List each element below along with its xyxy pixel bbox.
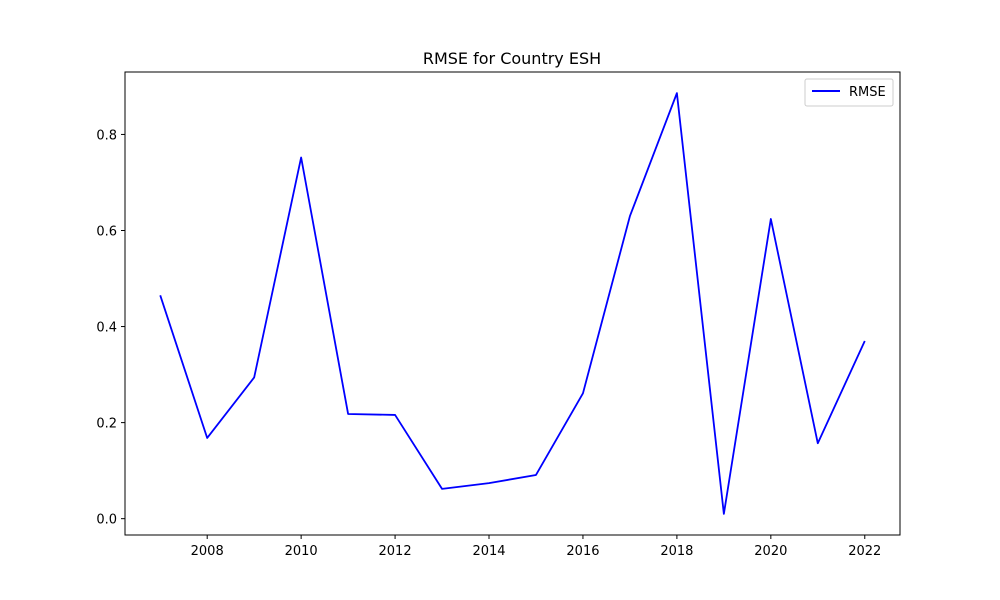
x-tick-label: 2008 bbox=[191, 544, 224, 559]
series-line-rmse bbox=[159, 92, 866, 515]
series-layer bbox=[159, 92, 866, 515]
chart-title: RMSE for Country ESH bbox=[423, 49, 601, 68]
x-tick-label: 2010 bbox=[285, 544, 318, 559]
y-axis: 0.0 0.2 0.4 0.6 0.8 bbox=[96, 128, 125, 528]
y-tick-label: 0.6 bbox=[96, 224, 117, 239]
legend: RMSE bbox=[804, 78, 894, 107]
x-tick-label: 2014 bbox=[472, 544, 505, 559]
y-tick-label: 0.2 bbox=[96, 417, 117, 432]
y-tick-label: 0.4 bbox=[96, 321, 117, 336]
x-tick-label: 2016 bbox=[566, 544, 599, 559]
y-tick-label: 0.0 bbox=[96, 513, 117, 528]
y-tick-label: 0.8 bbox=[96, 128, 117, 143]
x-axis: 2008 2010 2012 2014 2016 2018 2020 2022 bbox=[191, 535, 881, 559]
x-tick-label: 2012 bbox=[379, 544, 412, 559]
legend-label: RMSE bbox=[849, 85, 886, 100]
x-tick-label: 2022 bbox=[848, 544, 881, 559]
x-tick-label: 2018 bbox=[660, 544, 693, 559]
legend-box bbox=[804, 78, 894, 107]
plot-area bbox=[124, 71, 901, 536]
x-tick-label: 2020 bbox=[754, 544, 787, 559]
